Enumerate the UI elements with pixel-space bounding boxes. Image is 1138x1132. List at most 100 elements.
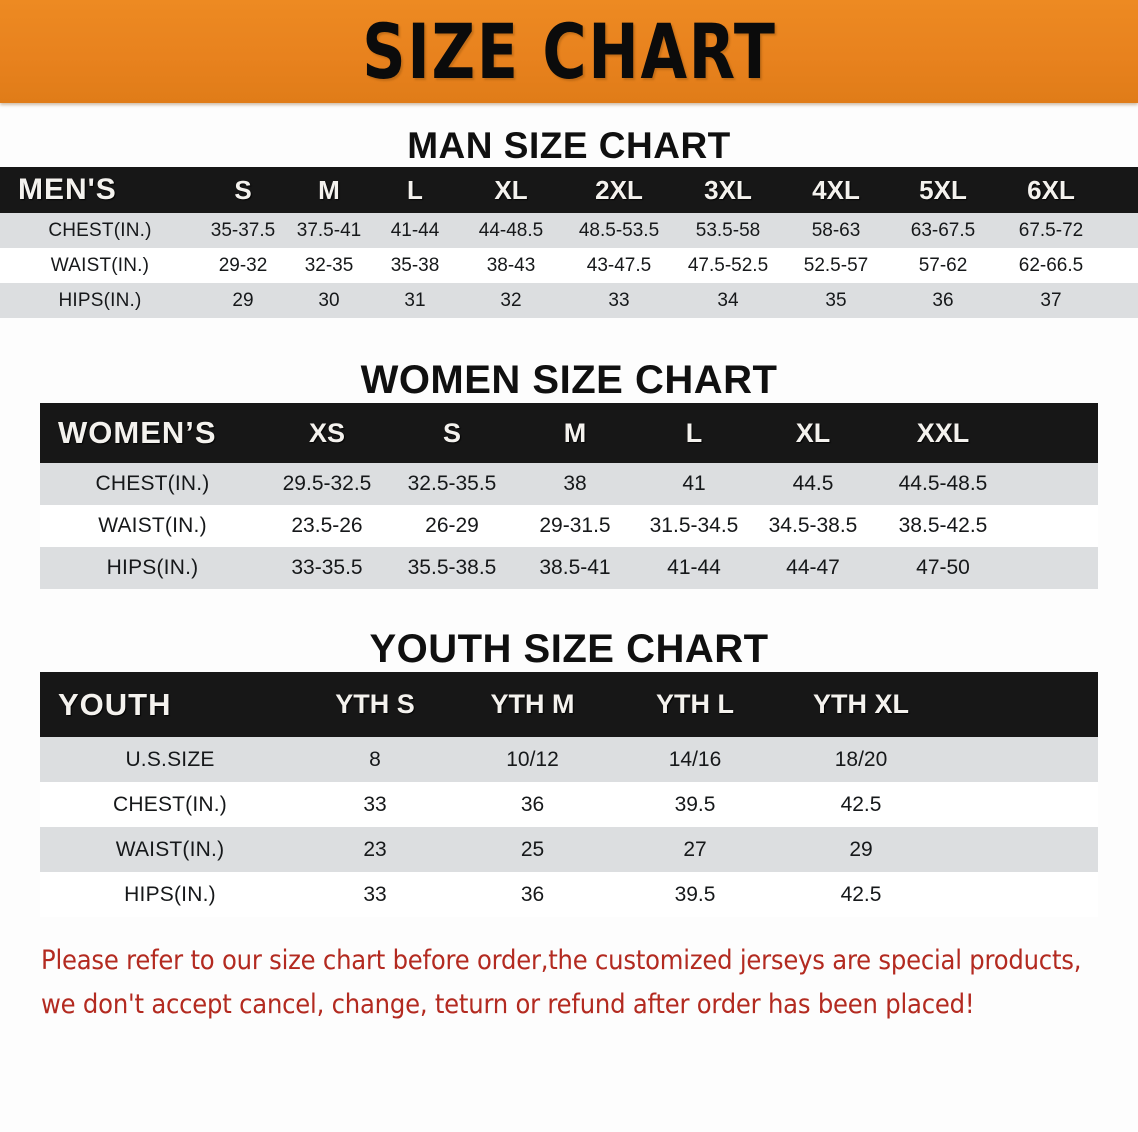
- table-cell: 32: [458, 283, 564, 318]
- women-header-size-xxl: XXL: [873, 403, 1013, 463]
- table-cell: 52.5-57: [782, 248, 890, 283]
- table-cell: 35: [782, 283, 890, 318]
- youth-row-label: WAIST(IN.): [40, 827, 300, 872]
- youth-header-size-yth-m: YTH M: [450, 672, 615, 737]
- table-cell: 43-47.5: [564, 248, 674, 283]
- table-cell: [1013, 547, 1098, 589]
- table-cell: [1013, 505, 1098, 547]
- table-cell: 38.5-41: [515, 547, 635, 589]
- disclaimer-line-2: we don't accept cancel, change, teturn o…: [41, 989, 975, 1020]
- women-size-table: WOMEN’S XS S M L XL XXL CHEST(IN.) 29.5-32.5 32.5…: [40, 403, 1098, 589]
- table-cell: 35.5-38.5: [389, 547, 515, 589]
- women-size-table-wrap: WOMEN’S XS S M L XL XXL CHEST(IN.) 29.5-32.5 32.5…: [0, 403, 1138, 589]
- table-cell: 29-32: [200, 248, 286, 283]
- table-cell: 34.5-38.5: [753, 505, 873, 547]
- table-cell: 10/12: [450, 737, 615, 782]
- table-cell: [1106, 283, 1138, 318]
- youth-size-table-wrap: YOUTH YTH S YTH M YTH L YTH XL U.S.SIZE 8 10/12…: [0, 672, 1138, 917]
- table-cell: 53.5-58: [674, 213, 782, 248]
- table-row: CHEST(IN.) 29.5-32.5 32.5-35.5 38 41 44.5 44.5…: [40, 463, 1098, 505]
- table-cell: 33-35.5: [265, 547, 389, 589]
- table-cell: 63-67.5: [890, 213, 996, 248]
- table-cell: 57-62: [890, 248, 996, 283]
- man-row-label: CHEST(IN.): [0, 213, 200, 248]
- man-table-header-row: MEN'S S M L XL 2XL 3XL 4XL 5XL 6XL: [0, 167, 1138, 213]
- table-cell: 39.5: [615, 872, 775, 917]
- man-size-table: MEN'S S M L XL 2XL 3XL 4XL 5XL 6XL CHEST(IN.) 35-37…: [0, 167, 1138, 318]
- table-cell: 25: [450, 827, 615, 872]
- table-cell: 44-47: [753, 547, 873, 589]
- table-cell: 23: [300, 827, 450, 872]
- table-cell: 62-66.5: [996, 248, 1106, 283]
- table-cell: 36: [450, 782, 615, 827]
- section-title-youth: YOUTH SIZE CHART: [369, 627, 769, 671]
- table-cell: 42.5: [775, 782, 947, 827]
- table-cell: [947, 872, 1098, 917]
- table-cell: 42.5: [775, 872, 947, 917]
- man-header-size-2xl: 2XL: [564, 167, 674, 213]
- youth-size-table: YOUTH YTH S YTH M YTH L YTH XL U.S.SIZE 8 10/12…: [40, 672, 1098, 917]
- table-row: WAIST(IN.) 29-32 32-35 35-38 38-43 43-47.5 47.…: [0, 248, 1138, 283]
- women-header-size-m: M: [515, 403, 635, 463]
- table-cell: [947, 737, 1098, 782]
- table-cell: 38-43: [458, 248, 564, 283]
- man-header-corner-label: MEN'S: [0, 167, 200, 213]
- table-row: HIPS(IN.) 33-35.5 35.5-38.5 38.5-41 41-44 44-…: [40, 547, 1098, 589]
- youth-row-label: U.S.SIZE: [40, 737, 300, 782]
- table-cell: 29-31.5: [515, 505, 635, 547]
- page-title: SIZE CHART: [361, 6, 777, 96]
- table-cell: 48.5-53.5: [564, 213, 674, 248]
- table-cell: 26-29: [389, 505, 515, 547]
- table-cell: 41-44: [372, 213, 458, 248]
- women-header-size-spacer-6: [1013, 403, 1098, 463]
- youth-row-label: HIPS(IN.): [40, 872, 300, 917]
- table-cell: 36: [890, 283, 996, 318]
- man-header-size-l: L: [372, 167, 458, 213]
- table-cell: 29: [200, 283, 286, 318]
- table-row: WAIST(IN.) 23.5-26 26-29 29-31.5 31.5-34.5 34…: [40, 505, 1098, 547]
- youth-table-header-row: YOUTH YTH S YTH M YTH L YTH XL: [40, 672, 1098, 737]
- women-row-label: WAIST(IN.): [40, 505, 265, 547]
- table-row: CHEST(IN.) 35-37.5 37.5-41 41-44 44-48.5 48.5…: [0, 213, 1138, 248]
- table-cell: 38: [515, 463, 635, 505]
- table-row: CHEST(IN.) 33 36 39.5 42.5: [40, 782, 1098, 827]
- women-header-corner-label: WOMEN’S: [40, 403, 265, 463]
- man-header-size-xl: XL: [458, 167, 564, 213]
- table-cell: 37: [996, 283, 1106, 318]
- women-header-size-xl: XL: [753, 403, 873, 463]
- table-cell: 23.5-26: [265, 505, 389, 547]
- women-header-size-xs: XS: [265, 403, 389, 463]
- man-header-size-s: S: [200, 167, 286, 213]
- table-cell: 67.5-72: [996, 213, 1106, 248]
- man-header-size-4xl: 4XL: [782, 167, 890, 213]
- table-row: U.S.SIZE 8 10/12 14/16 18/20: [40, 737, 1098, 782]
- youth-header-size-spacer-4: [947, 672, 1098, 737]
- table-cell: 18/20: [775, 737, 947, 782]
- disclaimer-line-1: Please refer to our size chart before or…: [41, 945, 1082, 976]
- disclaimer-note: Please refer to our size chart before or…: [19, 939, 1119, 1027]
- man-header-size-m: M: [286, 167, 372, 213]
- table-cell: [947, 782, 1098, 827]
- table-cell: 39.5: [615, 782, 775, 827]
- table-cell: 34: [674, 283, 782, 318]
- section-title-man: MAN SIZE CHART: [407, 125, 731, 166]
- table-cell: 27: [615, 827, 775, 872]
- table-cell: 44.5-48.5: [873, 463, 1013, 505]
- table-cell: 44-48.5: [458, 213, 564, 248]
- table-cell: 44.5: [753, 463, 873, 505]
- table-cell: 8: [300, 737, 450, 782]
- table-cell: 33: [300, 782, 450, 827]
- man-header-size-6xl: 6XL: [996, 167, 1106, 213]
- man-row-label: WAIST(IN.): [0, 248, 200, 283]
- table-cell: 58-63: [782, 213, 890, 248]
- table-row: HIPS(IN.) 33 36 39.5 42.5: [40, 872, 1098, 917]
- table-cell: 32.5-35.5: [389, 463, 515, 505]
- table-cell: 31.5-34.5: [635, 505, 753, 547]
- table-cell: 47-50: [873, 547, 1013, 589]
- man-header-size-spacer-9: [1106, 167, 1138, 213]
- table-cell: 14/16: [615, 737, 775, 782]
- table-cell: 33: [300, 872, 450, 917]
- man-header-size-3xl: 3XL: [674, 167, 782, 213]
- table-cell: 31: [372, 283, 458, 318]
